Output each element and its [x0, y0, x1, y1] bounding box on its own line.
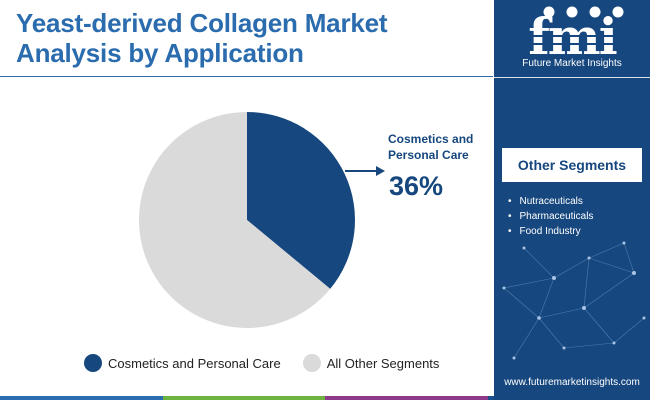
sidebar: fmi Future Market Insights Other Segment… [494, 0, 650, 400]
page-title: Yeast-derived Collagen Market Analysis b… [16, 8, 388, 68]
network-graphic [502, 241, 646, 360]
segment-item: Nutraceuticals [508, 194, 593, 209]
fmi-logo-graphic: fmi [516, 6, 628, 60]
legend-swatch-other [302, 354, 321, 372]
website-url: www.futuremarketinsights.com [504, 377, 640, 388]
segment-item: Pharmaceuticals [508, 209, 594, 224]
legend-label-other: All Other Segments [326, 355, 440, 371]
legend-item-cosmetics: Cosmetics and Personal Care [84, 354, 281, 372]
logo-tagline: Future Market Insights [522, 58, 622, 69]
legend-swatch-cosmetics [84, 354, 102, 372]
callout-label: Cosmetics and Personal Care [388, 131, 473, 163]
title-divider [0, 76, 493, 77]
bottom-bar-segment-1 [0, 396, 163, 400]
bottom-bar-segment-3 [325, 396, 488, 400]
legend-label-cosmetics: Cosmetics and Personal Care [108, 355, 281, 371]
segments-list: Nutraceuticals Pharmaceuticals Food Indu… [508, 194, 594, 239]
pie-slices [138, 112, 355, 328]
callout-label-line-1: Cosmetics and [388, 132, 474, 146]
pie-slice-all-other-segments [138, 112, 331, 328]
callout-label-line-2: Personal Care [388, 148, 469, 162]
segments-title: Other Segments [502, 148, 642, 182]
title-line-1: Yeast-derived Collagen Market [16, 8, 388, 38]
callout-arrow [345, 166, 385, 176]
pie-slice-cosmetics-and-personal-care [247, 112, 355, 289]
legend-item-other: All Other Segments [302, 354, 440, 372]
title-line-2: Analysis by Application [16, 38, 304, 68]
chart-legend: Cosmetics and Personal Care All Other Se… [84, 354, 461, 372]
callout-value: 36% [389, 171, 444, 201]
segment-item: Food Industry [508, 224, 593, 239]
sidebar-divider [494, 77, 650, 78]
bottom-bar-segment-2 [162, 396, 325, 400]
pie-chart [138, 112, 385, 328]
fmi-logo: fmi Future Market Insights [494, 0, 650, 76]
